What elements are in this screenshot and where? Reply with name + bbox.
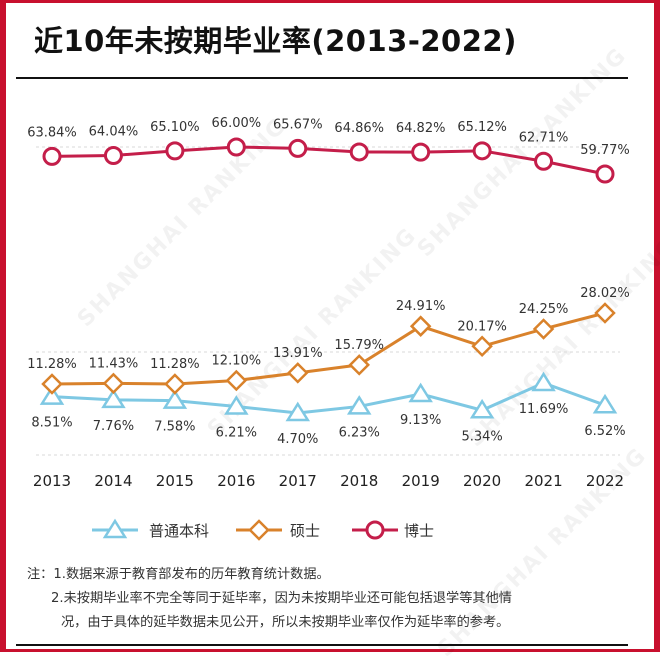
data-point xyxy=(103,145,123,165)
data-point xyxy=(287,362,309,384)
data-point xyxy=(594,302,616,324)
x-tick-label: 2014 xyxy=(94,472,132,490)
data-point xyxy=(472,141,492,161)
data-label: 64.86% xyxy=(334,121,384,136)
data-label: 15.79% xyxy=(334,338,384,353)
data-point xyxy=(409,315,432,337)
note-2: 2.未按期毕业率不完全等同于延毕率，因为未按期毕业还可能包括退学等其他情 xyxy=(51,591,512,606)
x-tick-label: 2017 xyxy=(279,472,317,490)
legend-item-undergraduate: 普通本科 xyxy=(92,518,209,540)
series-line xyxy=(51,311,606,386)
data-point xyxy=(226,137,246,157)
data-point xyxy=(225,369,248,392)
data-point xyxy=(164,373,186,395)
x-tick-label: 2015 xyxy=(156,472,194,490)
data-point xyxy=(42,146,62,166)
note-1: 注：1.数据来源于教育部发布的历年教育统计数据。 xyxy=(27,567,330,582)
data-point xyxy=(532,318,555,340)
data-point xyxy=(471,335,493,358)
series-master: 11.28% 11.43% 11.28% 12.10% 13.91% 15.79% 24.9… xyxy=(27,286,630,395)
data-point xyxy=(534,151,554,171)
data-point xyxy=(349,142,369,162)
data-label: 65.67% xyxy=(273,117,323,132)
line-chart: 8.51% 7.76% 7.58% 6.21% 4.70% 6.23% 9.13% 5.34%… xyxy=(27,116,630,541)
x-tick-label: 2022 xyxy=(586,472,624,490)
data-label: 62.71% xyxy=(519,130,569,145)
data-label: 66.00% xyxy=(212,116,262,131)
title-divider xyxy=(16,77,628,79)
data-label: 20.17% xyxy=(457,319,507,334)
legend-label: 硕士 xyxy=(290,522,320,540)
legend-item-master: 硕士 xyxy=(236,519,320,541)
series-undergraduate: 8.51% 7.76% 7.58% 6.21% 4.70% 6.23% 9.13% 5.34%… xyxy=(31,371,626,447)
data-label: 7.58% xyxy=(154,420,195,435)
triangle-icon xyxy=(102,518,128,539)
data-label: 8.51% xyxy=(31,416,72,431)
data-point xyxy=(39,385,65,405)
data-label: 6.52% xyxy=(584,424,625,439)
data-label: 64.04% xyxy=(89,124,139,139)
data-point xyxy=(348,354,370,376)
data-point xyxy=(41,373,63,395)
diamond-icon xyxy=(248,519,270,541)
chart-title: 近10年未按期毕业率(2013-2022) xyxy=(34,24,517,58)
data-label: 24.91% xyxy=(396,299,446,314)
bottom-divider xyxy=(16,644,628,646)
data-label: 5.34% xyxy=(461,429,502,444)
data-label: 4.70% xyxy=(277,432,318,447)
data-label: 11.28% xyxy=(27,357,77,372)
x-tick-label: 2016 xyxy=(217,472,255,490)
circle-icon xyxy=(365,520,385,540)
x-tick-label: 2013 xyxy=(33,472,71,490)
x-tick-label: 2018 xyxy=(340,472,378,490)
data-label: 7.76% xyxy=(93,419,134,434)
data-label: 64.82% xyxy=(396,121,446,136)
data-point xyxy=(531,371,556,392)
note-prefix: 注： xyxy=(27,567,54,582)
data-point xyxy=(411,142,431,162)
data-point xyxy=(595,164,615,184)
note-2-continued: 况，由于具体的延毕数据未见公开，所以未按期毕业率仅作为延毕率的参考。 xyxy=(61,615,510,630)
series-doctor: 63.84% 64.04% 65.10% 66.00% 65.67% 64.86% 64.8… xyxy=(27,116,630,184)
data-label: 24.25% xyxy=(519,302,569,317)
data-point xyxy=(469,398,495,419)
data-label: 65.12% xyxy=(457,120,507,135)
series-line xyxy=(51,381,606,415)
data-label: 6.21% xyxy=(216,426,257,441)
data-label: 63.84% xyxy=(27,125,77,140)
legend-item-doctor: 博士 xyxy=(352,520,434,540)
data-label: 28.02% xyxy=(580,286,630,301)
data-label: 11.28% xyxy=(150,357,200,372)
data-point xyxy=(285,401,311,422)
data-label: 6.23% xyxy=(339,425,380,440)
series-line xyxy=(51,145,606,176)
legend-label: 普通本科 xyxy=(149,522,209,540)
data-point xyxy=(101,388,126,409)
data-label: 11.69% xyxy=(519,402,569,417)
data-label: 11.43% xyxy=(89,356,139,371)
data-point xyxy=(165,141,185,161)
data-label: 65.10% xyxy=(150,120,200,135)
data-point xyxy=(288,138,308,158)
legend-label: 博士 xyxy=(404,522,434,540)
footnotes: 注：1.数据来源于教育部发布的历年教育统计数据。 2.未按期毕业率不完全等同于延… xyxy=(27,563,512,635)
data-point xyxy=(224,395,249,415)
x-tick-label: 2019 xyxy=(402,472,440,490)
data-label: 9.13% xyxy=(400,413,441,428)
data-point xyxy=(592,393,618,414)
data-point xyxy=(408,382,433,403)
data-label: 13.91% xyxy=(273,346,323,361)
data-label: 59.77% xyxy=(580,143,630,158)
data-point xyxy=(162,389,188,409)
x-tick-label: 2020 xyxy=(463,472,501,490)
data-label: 12.10% xyxy=(212,354,262,369)
data-point xyxy=(102,372,125,395)
data-point xyxy=(346,395,372,415)
x-tick-label: 2021 xyxy=(524,472,562,490)
